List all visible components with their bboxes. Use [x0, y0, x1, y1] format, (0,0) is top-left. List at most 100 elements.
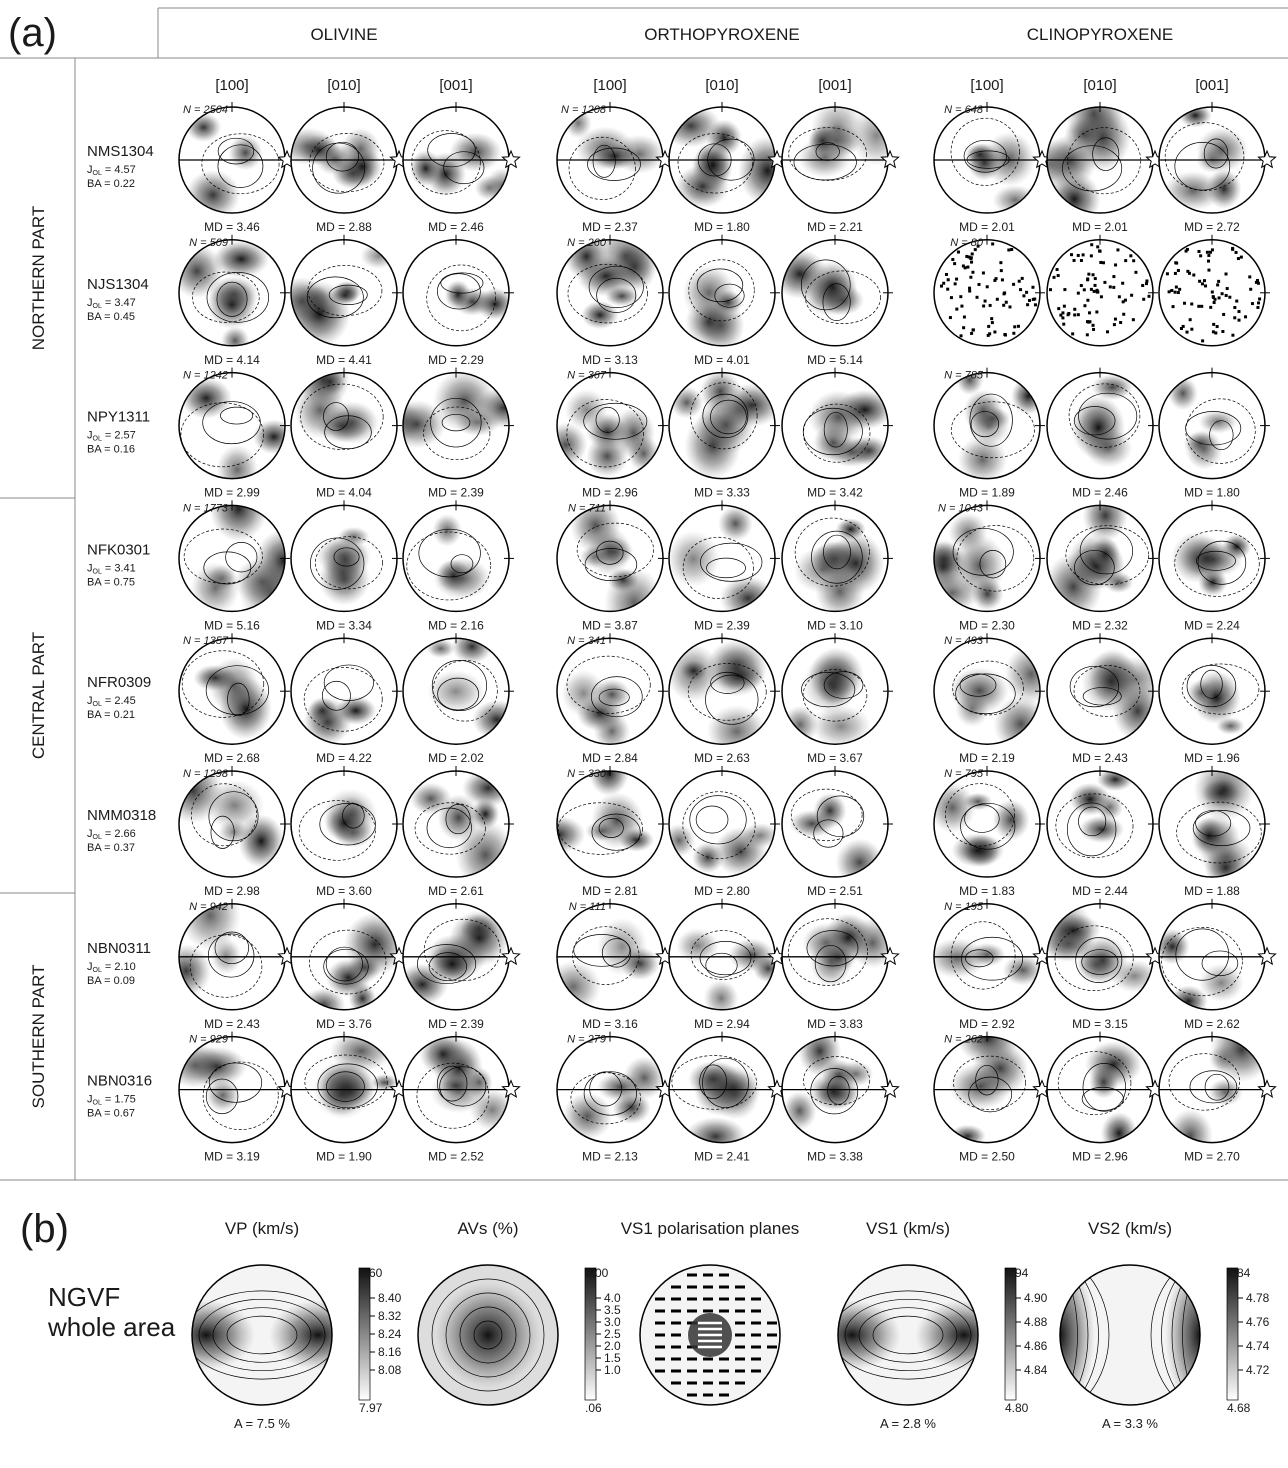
- point: [1174, 261, 1178, 265]
- contour: [431, 1278, 545, 1392]
- scale-label: 4.78: [1246, 1291, 1270, 1305]
- point: [1052, 275, 1056, 279]
- contour: [952, 528, 1014, 576]
- contour: [217, 144, 264, 188]
- point: [1098, 249, 1102, 253]
- contour: [214, 931, 250, 965]
- contour: [1066, 802, 1117, 857]
- point: [1003, 333, 1007, 337]
- density: [183, 505, 285, 612]
- j-index: JOL = 1.75: [87, 1094, 136, 1107]
- contour: [192, 271, 260, 323]
- pole-figure: [1046, 898, 1165, 1011]
- point: [1215, 325, 1219, 329]
- j-index: JOL = 2.45: [87, 695, 136, 708]
- point: [987, 324, 991, 328]
- scale-label: 3.5: [604, 1303, 621, 1317]
- point: [946, 278, 950, 282]
- point: [1222, 312, 1226, 316]
- point: [1176, 269, 1180, 273]
- point: [999, 269, 1003, 273]
- density: [301, 912, 397, 1010]
- point: [1213, 297, 1217, 301]
- contour: [964, 804, 1000, 833]
- blob: [957, 435, 1008, 479]
- pole-figure: [1046, 102, 1165, 214]
- contour: [790, 788, 863, 842]
- md-value: MD = 3.19: [204, 1150, 260, 1164]
- point: [1236, 257, 1240, 261]
- blob: [1078, 935, 1129, 985]
- point: [1087, 311, 1091, 315]
- pole-figure: [933, 898, 1052, 1011]
- blob: [703, 979, 739, 1010]
- point: [991, 242, 995, 246]
- point: [1183, 301, 1187, 305]
- pole-figure: [178, 898, 297, 1011]
- contour: [945, 783, 1015, 847]
- blob: [564, 389, 609, 431]
- blob: [752, 954, 775, 983]
- scale-label: 4.90: [1024, 1291, 1048, 1305]
- pole-figure: [402, 898, 521, 1011]
- contour: [822, 283, 851, 321]
- point: [1141, 284, 1145, 288]
- blob: [934, 539, 968, 594]
- ba-index: BA = 0.45: [87, 311, 135, 323]
- contour: [428, 952, 468, 982]
- n-count: N = 1242: [183, 370, 228, 382]
- md-value: MD = 3.38: [807, 1150, 863, 1164]
- density: [406, 513, 492, 601]
- blob: [427, 670, 485, 713]
- contour: [1203, 138, 1229, 169]
- contour: [690, 930, 756, 980]
- md-value: MD = 2.98: [204, 884, 260, 898]
- contour: [566, 399, 644, 468]
- contour: [220, 406, 254, 425]
- contour: [207, 933, 255, 978]
- scale-label: 8.24: [378, 1327, 402, 1341]
- point: [1248, 275, 1252, 279]
- contour: [323, 664, 374, 701]
- contour: [696, 268, 744, 303]
- pole-figure: [781, 766, 893, 878]
- scale-label: 4.86: [1024, 1339, 1048, 1353]
- density: [1048, 243, 1151, 337]
- contour: [1060, 1265, 1099, 1405]
- point: [1099, 260, 1103, 264]
- point: [946, 287, 950, 291]
- scale-label: 5.00: [585, 1266, 609, 1280]
- contour: [1195, 810, 1232, 837]
- density: [1068, 374, 1141, 468]
- point: [1249, 287, 1253, 291]
- point: [955, 277, 959, 281]
- contour: [706, 557, 746, 579]
- point: [1055, 268, 1059, 272]
- point: [1220, 292, 1224, 296]
- contour: [226, 1315, 298, 1355]
- stereonet: [191, 1264, 333, 1406]
- blob: [620, 946, 660, 981]
- point: [1179, 326, 1183, 330]
- contour: [1060, 1265, 1110, 1405]
- contour: [1161, 1265, 1200, 1405]
- contour: [328, 284, 368, 305]
- contour: [802, 407, 863, 456]
- fill: [418, 1265, 558, 1405]
- contour: [202, 1061, 279, 1130]
- point: [1205, 250, 1209, 254]
- contour: [1185, 411, 1242, 446]
- blob: [955, 690, 990, 728]
- point: [1059, 313, 1063, 317]
- contour: [968, 1076, 1013, 1113]
- contour: [310, 537, 365, 590]
- contour: [319, 803, 376, 846]
- blob: [1204, 846, 1247, 877]
- contour: [598, 818, 624, 838]
- n-count: N = 785: [944, 370, 984, 382]
- blob: [205, 1078, 241, 1113]
- sample-name: NMM0318: [87, 807, 156, 824]
- contour: [823, 671, 864, 699]
- point: [1256, 278, 1260, 282]
- contour: [801, 672, 856, 708]
